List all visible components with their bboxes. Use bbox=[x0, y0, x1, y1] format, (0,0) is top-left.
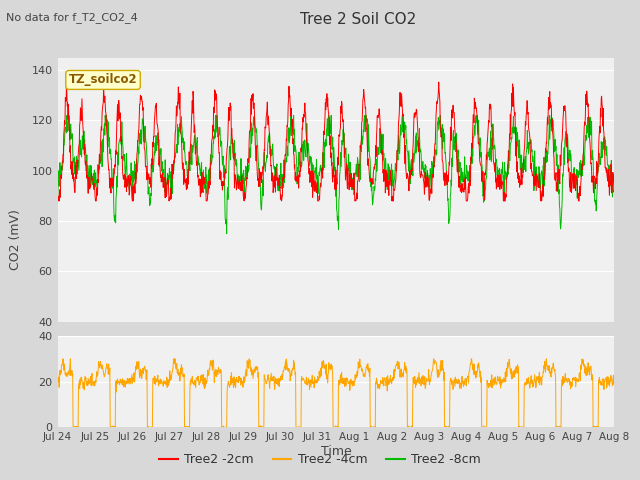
Legend: Tree2 -2cm, Tree2 -4cm, Tree2 -8cm: Tree2 -2cm, Tree2 -4cm, Tree2 -8cm bbox=[154, 448, 486, 471]
Text: Tree 2 Soil CO2: Tree 2 Soil CO2 bbox=[300, 12, 417, 27]
Text: No data for f_T2_CO2_4: No data for f_T2_CO2_4 bbox=[6, 12, 138, 23]
Text: CO2 (mV): CO2 (mV) bbox=[10, 210, 22, 270]
X-axis label: Time: Time bbox=[321, 445, 351, 458]
Text: TZ_soilco2: TZ_soilco2 bbox=[68, 73, 138, 86]
